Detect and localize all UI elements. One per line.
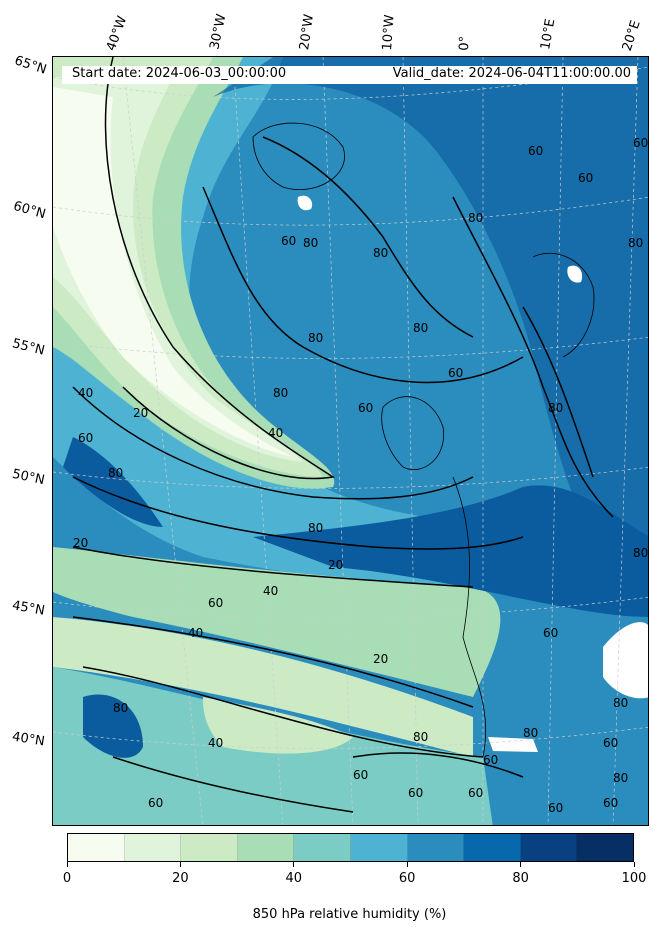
colorbar-cell: [350, 834, 408, 861]
colorbar-tick-label: 60: [398, 871, 416, 886]
lat-label-55n: 55°N: [10, 336, 47, 359]
contour-label: 80: [628, 236, 643, 250]
contour-label: 80: [633, 546, 648, 560]
humidity-region-saturated-southwest: [83, 694, 143, 758]
contour-label: 80: [548, 401, 563, 415]
contour-label: 80: [108, 466, 123, 480]
contour-label: 80: [273, 386, 288, 400]
contour-label: 60: [448, 366, 463, 380]
humidity-band-very-dry: [53, 77, 303, 462]
colorbar-tick-label: 80: [512, 871, 529, 886]
humidity-region-saturated-north: [213, 57, 648, 615]
lat-label-65n: 65°N: [12, 53, 49, 78]
contour-label: 80: [373, 246, 388, 260]
colorbar-cell: [124, 834, 182, 861]
colorbar-cell: [520, 834, 578, 861]
contour-label: 60: [578, 171, 593, 185]
missing-data-patch-scandinavia: [567, 265, 583, 283]
humidity-band-south-dry: [53, 547, 501, 697]
contour-label: 60: [78, 431, 93, 445]
contour-label: 20: [328, 558, 343, 572]
lon-label-30w: 30°W: [207, 12, 230, 51]
lat-label-45n: 45°N: [10, 598, 46, 619]
lon-label-10e: 10°E: [538, 17, 559, 52]
missing-data-patch-alps: [603, 622, 648, 699]
contour-label: 60: [483, 753, 498, 767]
colorbar-cell: [464, 834, 521, 861]
colorbar-tick-label: 100: [621, 871, 647, 886]
contour-label: 60: [603, 796, 618, 810]
contour-label: 60: [528, 144, 543, 158]
contour-label: 80: [308, 331, 323, 345]
missing-data-patch-greenland: [297, 195, 313, 211]
colorbar-cell: [294, 834, 351, 861]
colorbar-tick: [520, 862, 522, 867]
humidity-region-saturated-central: [253, 485, 648, 617]
colorbar-cell: [407, 834, 465, 861]
colorbar: [67, 833, 634, 862]
contour-label: 80: [413, 321, 428, 335]
contour-label: 80: [468, 211, 483, 225]
start-date-label: Start date: 2024-06-03_00:00:00: [72, 66, 287, 81]
contour-label: 60: [281, 234, 296, 248]
colorbar-tick: [66, 862, 68, 867]
contour-label: 20: [133, 406, 148, 420]
contour-label: 60: [408, 786, 423, 800]
contour-label: 40: [208, 736, 223, 750]
coastlines: [252, 122, 595, 758]
contour-label: 40: [78, 386, 93, 400]
humidity-map-svg: 80 60 60 80 80 80 80 60 80 40 20 60 40 8…: [53, 57, 648, 825]
contour-label: 60: [208, 596, 223, 610]
colorbar-tick: [633, 862, 635, 867]
colorbar-tick: [293, 862, 295, 867]
colorbar-tick-label: 40: [285, 871, 303, 886]
humidity-patch-south: [203, 697, 353, 754]
lon-label-40w: 40°W: [103, 14, 131, 53]
contour-label: 80: [113, 701, 128, 715]
contour-label: 60: [353, 768, 368, 782]
contour-label: 80: [523, 726, 538, 740]
contour-label: 60: [468, 786, 483, 800]
colorbar-tick-label: 0: [62, 871, 72, 886]
contour-label: 60: [633, 136, 648, 150]
contour-label: 60: [358, 401, 373, 415]
contour-lines: [72, 57, 614, 813]
contour-label: 80: [413, 730, 428, 744]
contour-label: 80: [613, 696, 628, 710]
colorbar-title: 850 hPa relative humidity (%): [252, 907, 447, 922]
lon-label-10w: 10°W: [380, 14, 398, 51]
contour-label: 80: [303, 236, 318, 250]
lon-label-20w: 20°W: [297, 13, 317, 51]
lat-label-60n: 60°N: [11, 198, 48, 223]
colorbar-cell: [68, 834, 125, 861]
contour-label: 40: [268, 426, 283, 440]
contour-label: 40: [188, 626, 203, 640]
contour-label: 60: [548, 801, 563, 815]
humidity-band-south-drier: [53, 617, 473, 757]
date-header: Start date: 2024-06-03_00:00:00 Valid_da…: [62, 66, 637, 84]
contour-label: 80: [613, 771, 628, 785]
colorbar-tick: [406, 862, 408, 867]
contour-label: 60: [543, 626, 558, 640]
colorbar-cell: [237, 834, 295, 861]
lat-label-50n: 50°N: [10, 466, 46, 489]
humidity-band-driest: [53, 87, 293, 457]
contour-label: 60: [603, 736, 618, 750]
contour-label: 80: [308, 521, 323, 535]
lat-label-40n: 40°N: [11, 729, 46, 750]
humidity-map: 80 60 60 80 80 80 80 60 80 40 20 60 40 8…: [52, 56, 649, 826]
colorbar-tick-label: 20: [172, 871, 189, 886]
contour-label: 40: [263, 584, 278, 598]
lon-label-0: 0°: [457, 35, 473, 51]
contour-label: 20: [73, 536, 88, 550]
colorbar-cell: [181, 834, 238, 861]
colorbar-cell: [577, 834, 633, 861]
missing-data-patch-atlas: [488, 737, 538, 752]
contour-label: 60: [148, 796, 163, 810]
colorbar-tick: [179, 862, 181, 867]
contour-label: 20: [373, 652, 388, 666]
valid-date-label: Valid_date: 2024-06-04T11:00:00.00: [392, 66, 631, 81]
lon-label-20e: 20°E: [619, 18, 644, 53]
contour-label-group: 80 60 60 80 80 80 80 60 80 40 20 60 40 8…: [73, 136, 648, 815]
